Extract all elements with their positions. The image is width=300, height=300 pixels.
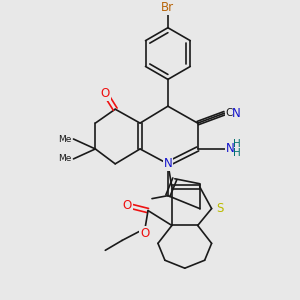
Text: Me: Me	[58, 134, 71, 143]
Text: O: O	[101, 87, 110, 100]
Text: H: H	[233, 148, 241, 158]
Text: O: O	[140, 227, 150, 240]
Text: H: H	[233, 139, 241, 149]
Text: Me: Me	[58, 154, 71, 164]
Text: O: O	[122, 199, 132, 212]
Text: Br: Br	[161, 1, 174, 14]
Text: C: C	[226, 108, 233, 118]
Text: S: S	[217, 202, 224, 215]
Text: N: N	[226, 142, 234, 155]
Text: N: N	[164, 158, 172, 170]
Text: N: N	[232, 107, 240, 120]
